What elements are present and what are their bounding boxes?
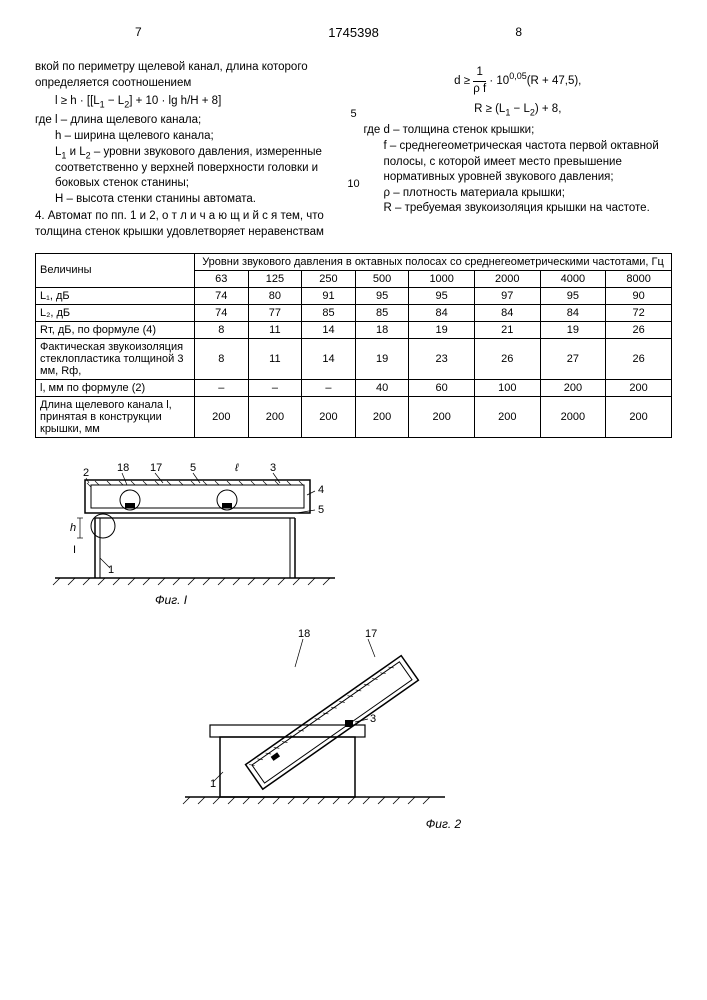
callout2-17: 17 [365,628,377,640]
callout-4: 4 [318,484,324,496]
para-1: вкой по периметру щелевой канал, длина к… [35,61,308,89]
line-num-5: 5 [350,108,356,120]
table-header-quantities: Величины [36,253,195,287]
table-row: Длина щелевого канала l, принятая в конс… [36,396,672,437]
callout-l: ℓ [234,462,239,474]
def-R: R – требуемая звукоизоляция крышки на ча… [384,201,673,217]
def-f: f – среднегеометрическая частота первой … [384,139,673,186]
page-num-left: 7 [135,25,142,39]
table-row: l, мм по формуле (2)–––4060100200200 [36,379,672,396]
table-row: Фактическая звукоизоляция стеклопластика… [36,338,672,379]
callout-3: 3 [270,462,276,474]
fig1-label: Фиг. I [155,593,672,607]
figure-2: 18 17 3 1 Фиг. 2 [155,622,672,831]
callout-18: 18 [117,462,129,474]
def-H: H – высота стенки станины автомата. [55,192,344,208]
callout-17: 17 [150,462,162,474]
fig1-drawing: 2 18 17 5 ℓ 3 4 5 h I 1 [35,458,355,588]
sound-pressure-table: Величины Уровни звукового давления в окт… [35,253,672,438]
table-header-main: Уровни звукового давления в октавных пол… [195,253,672,270]
table-row: L₁, дБ7480919595979590 [36,287,672,304]
fig2-drawing: 18 17 3 1 [155,622,475,812]
page-num-right: 8 [515,25,522,39]
callout-1: 1 [108,564,114,576]
table-row: Rт, дБ, по формуле (4)811141819211926 [36,321,672,338]
table-row: L₂, дБ7477858584848472 [36,304,672,321]
callout-2: 2 [83,467,89,479]
formula-2: d ≥ 1ρ f · 100,05(R + 47,5), [364,65,673,97]
text-columns: 5 10 вкой по периметру щелевой канал, дл… [35,60,672,241]
def-rho: ρ – плотность материала крышки; [384,186,673,202]
def-L: L1 и L2 – уровни звукового давления, изм… [55,145,344,192]
claim-4: 4. Автомат по пп. 1 и 2, о т л и ч а ю щ… [35,209,344,240]
formula-1: l ≥ h · [[L1 − L2] + 10 · lg h/H + 8] [55,94,344,110]
page-header: 7 1745398 8 [35,25,672,45]
fig2-label: Фиг. 2 [215,817,672,831]
callout-I: I [73,544,76,556]
callout-5a: 5 [190,462,196,474]
figure-1: 2 18 17 5 ℓ 3 4 5 h I 1 Фиг. I [35,458,672,607]
figures-section: 2 18 17 5 ℓ 3 4 5 h I 1 Фиг. I [35,458,672,831]
left-column: вкой по периметру щелевой канал, длина к… [35,60,344,241]
def-h: h – ширина щелевого канала; [55,129,344,145]
def-l: где l – длина щелевого канала; [35,113,344,129]
line-num-10: 10 [347,178,359,190]
right-column: d ≥ 1ρ f · 100,05(R + 47,5), R ≥ (L1 − L… [364,60,673,241]
callout-5b: 5 [318,504,324,516]
callout2-3: 3 [370,713,376,725]
formula-3: R ≥ (L1 − L2) + 8, [364,102,673,118]
callout2-18: 18 [298,628,310,640]
def-d: где d – толщина стенок крышки; [364,123,673,139]
patent-number: 1745398 [328,25,379,40]
callout-h: h [70,522,76,534]
